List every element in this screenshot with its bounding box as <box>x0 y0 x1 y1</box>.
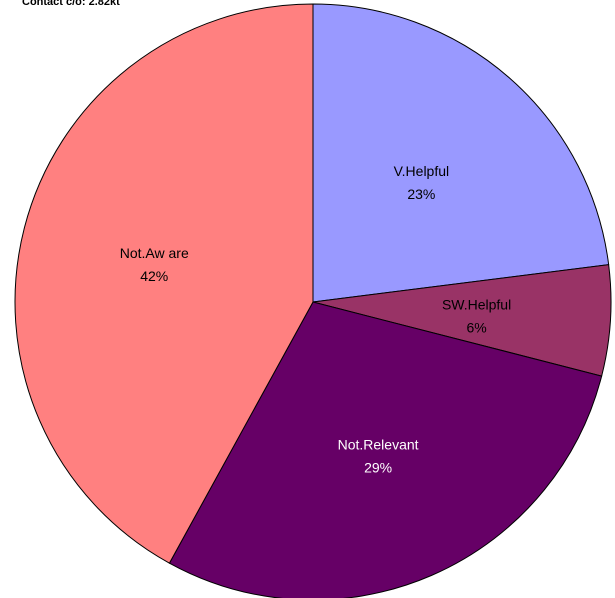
pie-slice-not-relevant <box>168 301 603 598</box>
slice-label: V.Helpful 23% <box>394 163 450 202</box>
slice-percent-label: 42% <box>140 268 168 284</box>
slice-category-label: SW.Helpful <box>442 296 511 312</box>
pie-slice-v-helpful <box>312 3 610 303</box>
pie-slice-not-aw-are <box>14 3 314 564</box>
slice-category-label: Not.Aw are <box>120 245 189 261</box>
slice-category-label: V.Helpful <box>394 163 450 179</box>
slice-category-label: Not.Relevant <box>338 436 419 452</box>
slice-label: Not.Relevant 29% <box>338 436 419 475</box>
slice-label: Not.Aw are 42% <box>120 245 189 284</box>
pie-slices <box>14 3 612 598</box>
slice-percent-label: 6% <box>466 319 486 335</box>
slice-percent-label: 23% <box>407 186 435 202</box>
slice-percent-label: 29% <box>364 459 392 475</box>
slice-label: SW.Helpful 6% <box>442 296 511 335</box>
chart-title: Contact c/o: 2.82kt <box>22 0 120 8</box>
pie-labels: V.Helpful 23%SW.Helpful 6%Not.Relevant 29%N… <box>120 163 511 475</box>
